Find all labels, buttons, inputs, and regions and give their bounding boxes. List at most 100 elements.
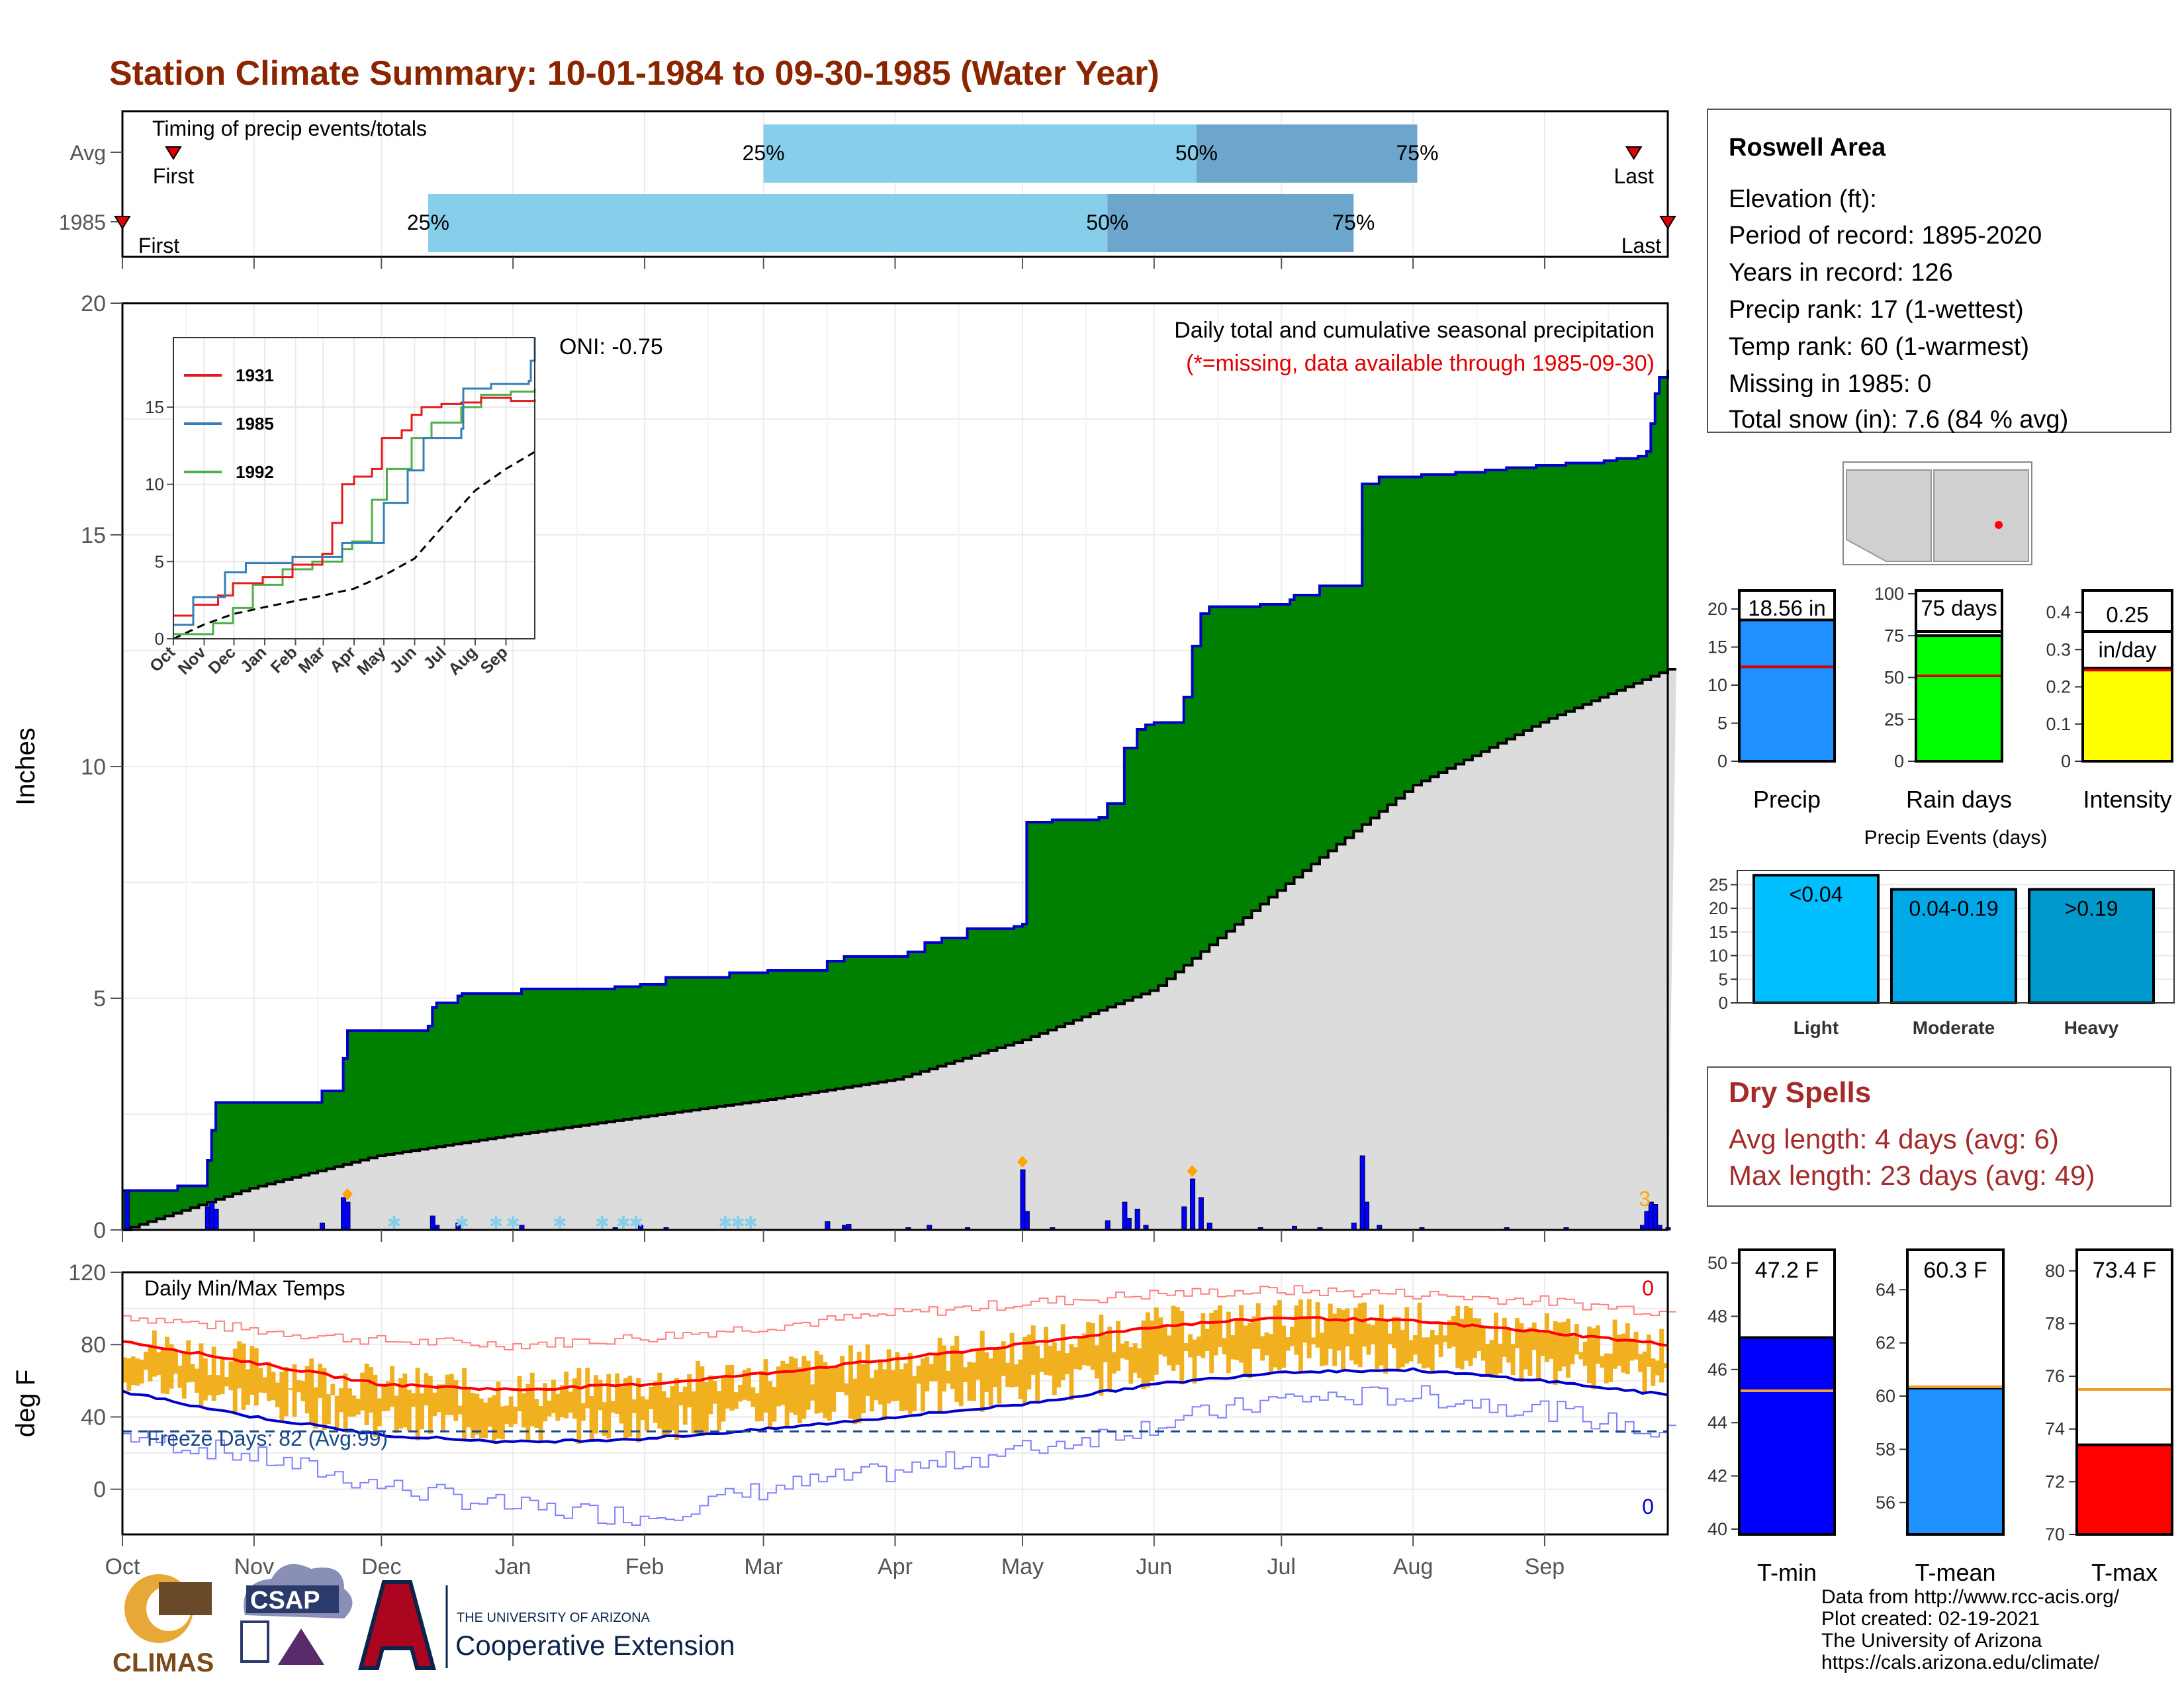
daily-temp-range-bar: [1392, 1317, 1396, 1348]
daily-temp-range-bar: [1345, 1308, 1350, 1346]
daily-precip-bar: [319, 1223, 325, 1231]
temp-bar-1-ytick-label: 56: [1876, 1493, 1895, 1513]
daily-temp-range-bar: [1226, 1311, 1231, 1374]
daily-temp-range-bar: [903, 1363, 909, 1411]
daily-temp-range-bar: [148, 1346, 153, 1382]
events-ytick-label: 0: [1719, 993, 1728, 1013]
daily-temp-range-bar: [1145, 1312, 1150, 1388]
daily-temp-range-bar: [1629, 1338, 1635, 1361]
daily-temp-range-bar: [1264, 1332, 1269, 1356]
daily-temp-range-bar: [534, 1399, 539, 1428]
precip-events-chart: Precip Events (days) 0 5 10 15 20 25 <0.04 Light…: [1709, 827, 2175, 1038]
daily-temp-range-bar: [1030, 1325, 1036, 1375]
temperature-panel: Daily Min/Max Temps Freeze Days: 82 (Avg:…: [11, 1260, 1676, 1579]
daily-temp-range-bar: [351, 1395, 357, 1417]
daily-temp-range-bar: [1218, 1305, 1222, 1347]
summary-bar-2-ytick-label: 0.4: [2046, 602, 2071, 622]
month-label: May: [1001, 1554, 1044, 1579]
snow-marker: ✱: [489, 1213, 504, 1233]
daily-temp-range-bar: [1468, 1307, 1473, 1366]
daily-temp-range-bar: [1375, 1320, 1380, 1370]
daily-temp-range-bar: [1141, 1320, 1146, 1389]
daily-temp-range-bar: [525, 1383, 531, 1440]
summary-bar-0-ytick-label: 10: [1707, 675, 1727, 695]
daily-temp-range-bar: [929, 1364, 934, 1382]
daily-temp-range-bar: [1617, 1335, 1621, 1366]
daily-temp-range-bar: [1443, 1335, 1447, 1342]
daily-temp-range-bar: [1510, 1343, 1516, 1376]
daily-temp-range-bar: [483, 1402, 488, 1438]
daily-temp-range-bar: [1306, 1299, 1312, 1358]
daily-temp-range-bar: [1578, 1352, 1584, 1360]
daily-temp-range-bar: [1009, 1333, 1015, 1387]
daily-temp-range-bar: [997, 1346, 1002, 1404]
snow-marker: ✱: [743, 1213, 758, 1233]
daily-temp-range-bar: [1277, 1300, 1282, 1371]
daily-temp-range-bar: [946, 1370, 951, 1384]
daily-temp-range-bar: [1591, 1328, 1596, 1389]
logo-ua-small-text: THE UNIVERSITY OF ARIZONA: [457, 1611, 651, 1625]
daily-temp-range-bar: [478, 1398, 484, 1438]
daily-temp-range-bar: [1285, 1337, 1291, 1351]
daily-precip-bar: [1134, 1209, 1140, 1231]
daily-temp-range-bar: [602, 1402, 607, 1436]
daily-temp-range-bar: [993, 1348, 997, 1387]
month-label: Jan: [495, 1554, 531, 1579]
daily-temp-range-bar: [1137, 1348, 1142, 1379]
daily-temp-range-bar: [721, 1377, 726, 1422]
daily-temp-range-bar: [1319, 1333, 1324, 1366]
daily-temp-range-bar: [627, 1376, 633, 1437]
daily-temp-range-bar: [1646, 1335, 1651, 1367]
daily-temp-range-bar: [1128, 1346, 1134, 1384]
summary-bars: 0 5 10 15 20 Precip 18.56 in 0 25 50 75 100 Rain day…: [1707, 584, 2173, 813]
rank-diamond-marker: [341, 1188, 353, 1200]
month-label: Sep: [1525, 1554, 1565, 1579]
daily-temp-range-bar: [360, 1372, 365, 1411]
summary-bar-2-value-bar: [2081, 667, 2173, 763]
summary-bar-1-ytick-label: 50: [1884, 668, 1904, 688]
oni-label: ONI: -0.75: [559, 334, 663, 359]
daily-temp-range-bar: [288, 1388, 293, 1390]
daily-temp-range-bar: [1324, 1318, 1329, 1366]
daily-temp-range-bar: [1086, 1321, 1091, 1366]
station-info-box: Roswell Area Elevation (ft): Period of r…: [1707, 109, 2171, 434]
daily-precip-bar: [1198, 1197, 1204, 1231]
credits: Data from http://www.rcc-acis.org/ Plot …: [1821, 1586, 2120, 1673]
daily-temp-range-bar: [717, 1391, 721, 1430]
daily-temp-range-bar: [878, 1359, 883, 1405]
daily-temp-range-bar: [1120, 1343, 1125, 1358]
daily-temp-range-bar: [1621, 1333, 1626, 1373]
timing-p25-label: 25%: [743, 141, 785, 165]
summary-bar-1-ytick-label: 0: [1894, 751, 1904, 771]
daily-temp-range-bar: [891, 1370, 895, 1401]
precip-events-title: Precip Events (days): [1864, 827, 2048, 849]
daily-temp-range-bar: [385, 1381, 390, 1411]
daily-temp-range-bar: [1519, 1323, 1524, 1382]
daily-temp-range-bar: [1077, 1338, 1083, 1370]
daily-temp-range-bar: [313, 1387, 318, 1429]
daily-temp-range-bar: [1179, 1311, 1185, 1385]
daily-temp-range-bar: [283, 1367, 289, 1417]
timing-first-label: First: [153, 164, 194, 188]
record-max-line: [122, 1285, 1676, 1350]
daily-temp-range-bar: [1124, 1341, 1129, 1360]
daily-temp-range-bar: [1480, 1327, 1486, 1361]
daily-temp-range-bar: [250, 1346, 255, 1395]
daily-temp-range-bar: [547, 1400, 552, 1417]
state-outline-new-mexico: [1933, 469, 2029, 562]
temp-bar-value-label: 73.4 F: [2093, 1258, 2156, 1283]
daily-temp-range-bar: [814, 1350, 819, 1414]
summary-bar-1-ytick-label: 75: [1884, 626, 1904, 645]
daily-temp-range-bar: [1073, 1347, 1078, 1370]
daily-temp-range-bar: [1247, 1323, 1252, 1379]
daily-temp-range-bar: [428, 1376, 433, 1434]
timing-p50-label: 50%: [1175, 141, 1218, 165]
logo-csap: CSAP: [240, 1564, 353, 1665]
summary-bar-0-ytick-label: 0: [1717, 751, 1727, 771]
events-bar-range-label: >0.19: [2065, 897, 2118, 921]
daily-temp-range-bar: [406, 1389, 412, 1431]
events-bar: [2028, 888, 2155, 1004]
daily-temp-range-bar: [840, 1356, 845, 1393]
daily-temp-range-bar: [1099, 1315, 1104, 1396]
timing-row-label: Avg: [69, 141, 106, 165]
